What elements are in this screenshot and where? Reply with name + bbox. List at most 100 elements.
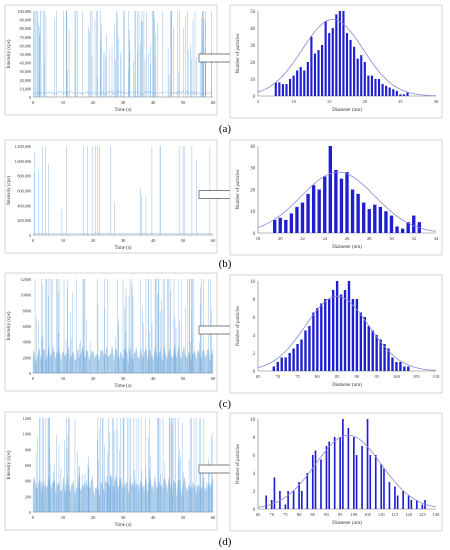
histogram-bar bbox=[300, 339, 303, 371]
time-trace-x-label: Time (s) bbox=[115, 384, 132, 389]
histogram-x-tick-label: 20 bbox=[363, 99, 368, 104]
time-trace-y-tick-label: 0 bbox=[29, 95, 31, 100]
histogram-y-tick-label: 0 bbox=[253, 95, 256, 100]
histogram-x-tick-label: 75 bbox=[295, 374, 300, 379]
gaussian-fit-curve bbox=[257, 295, 437, 371]
histogram-bar bbox=[328, 146, 332, 233]
histogram-bar bbox=[303, 70, 306, 96]
histogram-x-tick-label: 110 bbox=[433, 374, 440, 379]
histogram-bar bbox=[381, 84, 384, 96]
caption-b: (b) bbox=[219, 258, 232, 270]
time-trace-y-tick-label: 30,000 bbox=[19, 69, 31, 75]
histogram-bar bbox=[407, 495, 410, 509]
time-trace-y-label: Intensity (cps) bbox=[7, 176, 12, 205]
histogram-bar bbox=[389, 215, 394, 233]
histogram-x-tick-label: 85 bbox=[335, 374, 340, 379]
histogram-bar bbox=[379, 339, 382, 371]
histogram-bar bbox=[347, 428, 350, 509]
time-trace-panel-2: 0 200,000 400,000 600,000 800,000 1,000,000 1,… bbox=[4, 139, 218, 254]
histogram-bar bbox=[403, 366, 406, 371]
time-trace-x-tick-label: 30 bbox=[121, 376, 126, 381]
panel-captions: (a) (b) (c) (d) bbox=[219, 123, 232, 548]
histogram-bar bbox=[362, 202, 366, 233]
time-trace-x-tick-label: 10 bbox=[61, 100, 66, 105]
histogram-bar bbox=[377, 79, 381, 96]
time-trace-x-tick-label: 40 bbox=[151, 238, 156, 243]
time-trace-panel-4: 0 200 400 600 800 1000 1200 0 10 20 30 40 50 60 Time (… bbox=[4, 411, 218, 531]
histogram-y-tick-label: 40 bbox=[250, 27, 255, 32]
histogram-bar bbox=[328, 299, 331, 371]
histogram-bar bbox=[292, 75, 295, 96]
time-trace-x-tick-label: 60 bbox=[211, 238, 216, 243]
histogram-bar bbox=[369, 455, 372, 509]
histogram-y-tick-label: 4 bbox=[253, 334, 256, 339]
time-trace-panel-3: 0 2000 4000 6000 8000 10000 12000 0 10 20 30 40 50 60… bbox=[4, 272, 218, 392]
histogram-y-tick-label: 30 bbox=[250, 44, 255, 49]
histogram-y-tick-label: 20 bbox=[250, 61, 255, 66]
histogram-bar bbox=[359, 312, 363, 371]
histogram-bar bbox=[306, 62, 309, 96]
time-trace-y-tick-label: 12000 bbox=[21, 277, 31, 282]
time-trace-x-tick-label: 40 bbox=[151, 100, 156, 105]
histogram-x-tick-label: 120 bbox=[405, 512, 413, 517]
time-trace-x-tick-label: 0 bbox=[32, 238, 35, 243]
histogram-bar bbox=[402, 94, 406, 96]
histogram-y-tick-label: 8 bbox=[253, 436, 256, 441]
histogram-bar bbox=[366, 419, 369, 509]
histogram-bar bbox=[300, 202, 305, 233]
time-trace-x-tick-label: 0 bbox=[32, 515, 35, 520]
gaussian-fit-curve bbox=[257, 19, 436, 97]
histogram-bar bbox=[367, 209, 371, 233]
histogram-x-tick-label: 30 bbox=[434, 99, 439, 104]
histogram-bar bbox=[360, 55, 363, 96]
histogram-x-tick-label: 10 bbox=[291, 99, 296, 104]
time-trace-y-tick-label: 0 bbox=[29, 233, 31, 238]
time-trace-y-tick-label: 10,000 bbox=[19, 86, 31, 92]
time-trace-y-tick-label: 600 bbox=[25, 463, 31, 468]
histogram-bar bbox=[306, 473, 309, 509]
histogram-bar bbox=[284, 219, 288, 233]
histogram-x-tick-label: 75 bbox=[283, 512, 288, 517]
time-trace-baseline bbox=[32, 232, 214, 235]
time-trace-x-tick-label: 40 bbox=[151, 515, 156, 520]
time-trace-y-tick-label: 4000 bbox=[23, 340, 31, 345]
histogram-x-tick-label: 85 bbox=[310, 512, 315, 517]
histogram-x-tick-label: 25 bbox=[398, 99, 403, 104]
histogram-bar bbox=[410, 500, 413, 509]
histogram-bar bbox=[345, 33, 349, 96]
histogram-bar bbox=[331, 290, 335, 371]
histogram-bar bbox=[320, 303, 323, 371]
gaussian-fit-curve bbox=[257, 434, 437, 508]
histogram-y-label: Number of particles bbox=[236, 169, 241, 209]
histogram-bar bbox=[412, 215, 416, 233]
histogram-panel-2: 0 10 20 30 40 18 20 22 24 26 28 30 32 34 Diameter (nm)… bbox=[229, 139, 443, 256]
histogram-bar bbox=[339, 294, 343, 371]
histogram-bar bbox=[363, 62, 366, 96]
histogram-y-tick-label: 0 bbox=[253, 232, 256, 237]
histogram-bar bbox=[371, 330, 374, 371]
histogram-bar bbox=[276, 362, 279, 371]
time-trace-x-tick-label: 50 bbox=[181, 515, 186, 520]
histogram-bar bbox=[312, 312, 315, 371]
histogram-y-label: Number of particles bbox=[236, 33, 241, 73]
histogram-bar bbox=[406, 222, 410, 234]
time-trace-x-tick-label: 30 bbox=[121, 100, 126, 105]
histogram-bar bbox=[320, 459, 322, 509]
histogram-bar bbox=[280, 357, 283, 371]
histogram-bar bbox=[402, 491, 404, 509]
histogram-bar bbox=[278, 217, 282, 233]
time-trace-x-tick-label: 60 bbox=[211, 100, 216, 105]
time-trace-y-tick-label: 600,000 bbox=[17, 189, 31, 195]
caption-a: (a) bbox=[219, 123, 232, 135]
histogram-bar bbox=[296, 70, 299, 96]
time-trace-y-label: Intensity (cps) bbox=[7, 311, 12, 340]
histogram-bar bbox=[335, 281, 339, 371]
histogram-bar bbox=[333, 437, 336, 509]
time-trace-x-label: Time (s) bbox=[115, 246, 132, 251]
time-trace-baseline bbox=[32, 90, 214, 95]
histogram-y-tick-label: 20 bbox=[250, 188, 255, 193]
time-trace-y-tick-label: 200,000 bbox=[17, 218, 31, 224]
histogram-x-tick-label: 100 bbox=[350, 512, 358, 517]
histogram-bar bbox=[355, 455, 358, 509]
histogram-y-label: Number of particles bbox=[236, 306, 241, 346]
